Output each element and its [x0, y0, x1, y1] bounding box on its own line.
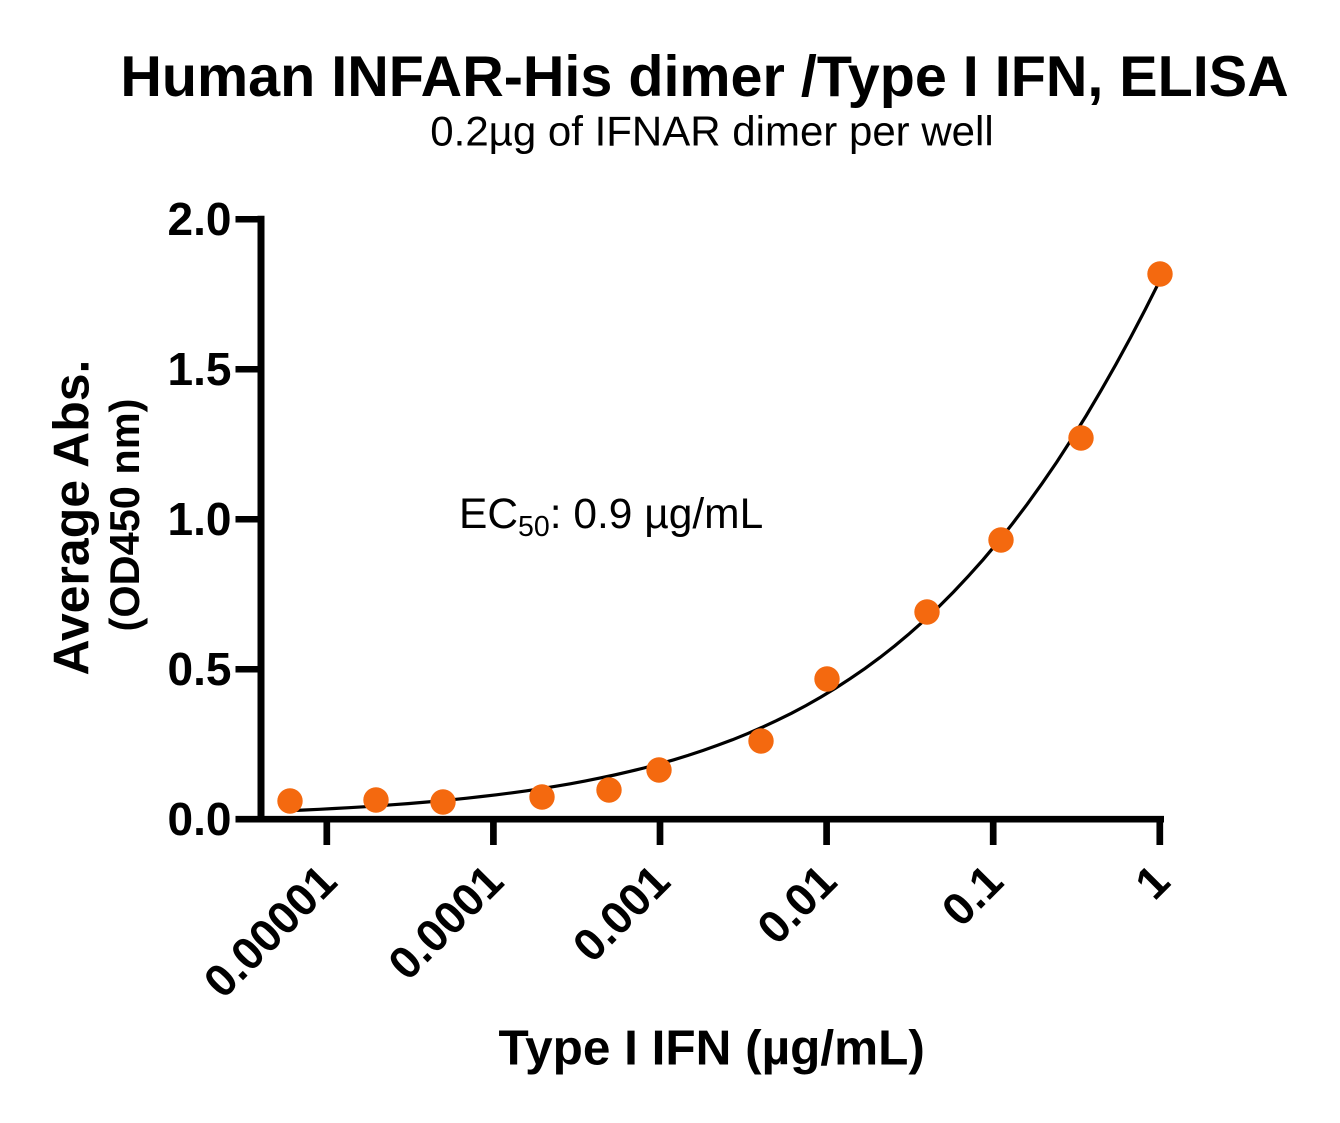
svg-text:1.5: 1.5 — [168, 343, 232, 395]
svg-text:0.0: 0.0 — [168, 793, 232, 845]
svg-text:0.5: 0.5 — [168, 643, 232, 695]
svg-text:(OD450 nm): (OD450 nm) — [101, 399, 148, 632]
svg-text:Human INFAR-His dimer /Type I: Human INFAR-His dimer /Type I IFN, ELISA — [120, 45, 1288, 109]
svg-text:2.0: 2.0 — [168, 193, 232, 245]
svg-text:1.0: 1.0 — [168, 493, 232, 545]
svg-text:0.2µg of IFNAR dimer per well: 0.2µg of IFNAR dimer per well — [430, 108, 993, 155]
svg-text:Average Abs.: Average Abs. — [44, 360, 100, 676]
svg-text:Type I IFN (µg/mL): Type I IFN (µg/mL) — [499, 1021, 925, 1076]
svg-text:EC50: 0.9 µg/mL: EC50: 0.9 µg/mL — [459, 491, 763, 543]
